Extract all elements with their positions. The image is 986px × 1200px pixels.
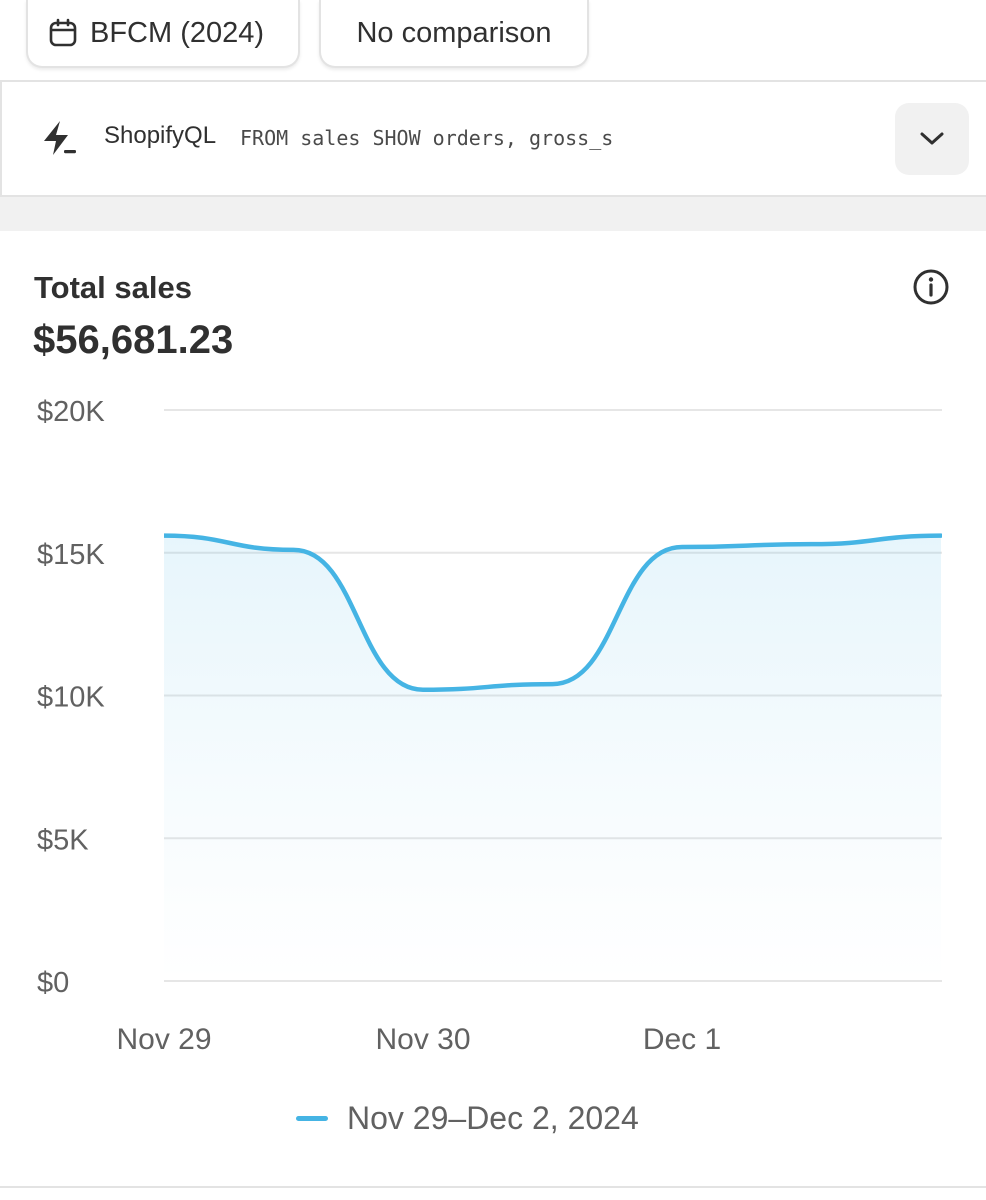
shopifyql-query[interactable]: FROM sales SHOW orders, gross_s: [240, 126, 614, 150]
x-tick-label: Nov 30: [375, 1023, 470, 1056]
info-icon[interactable]: [912, 268, 950, 306]
section-divider: [0, 197, 986, 231]
y-tick-label: $5K: [37, 824, 89, 856]
card-title: Total sales: [34, 270, 192, 305]
chevron-down-icon: [919, 131, 945, 147]
legend-swatch: [296, 1116, 328, 1121]
comparison-button[interactable]: No comparison: [319, 0, 589, 68]
series-line[interactable]: [164, 533, 942, 693]
date-range-label: BFCM (2024): [90, 16, 265, 49]
total-sales-chart: $20K $15K $10K $5K $0 Nov 29 Nov 30 Dec 1: [37, 396, 942, 1056]
y-tick-label: $15K: [37, 539, 105, 571]
total-sales-value: $56,681.23: [33, 318, 234, 362]
x-tick-label: Dec 1: [643, 1023, 721, 1056]
expand-query-button[interactable]: [895, 103, 969, 175]
calendar-icon: [48, 18, 78, 48]
series-area: [164, 535, 941, 981]
date-range-button[interactable]: BFCM (2024): [26, 0, 300, 68]
chart-legend: Nov 29–Dec 2, 2024: [296, 1100, 639, 1137]
y-tick-label: $0: [37, 967, 69, 999]
x-tick-label: Nov 29: [116, 1023, 211, 1056]
shopifyql-label: ShopifyQL: [104, 122, 217, 149]
comparison-label: No comparison: [356, 16, 552, 49]
lightning-icon: [38, 119, 78, 159]
y-tick-label: $10K: [37, 682, 105, 714]
shopifyql-editor-bar[interactable]: ShopifyQL FROM sales SHOW orders, gross_…: [0, 80, 986, 197]
y-tick-label: $20K: [37, 396, 105, 428]
legend-label: Nov 29–Dec 2, 2024: [347, 1100, 639, 1136]
next-card-edge: [0, 1186, 986, 1200]
